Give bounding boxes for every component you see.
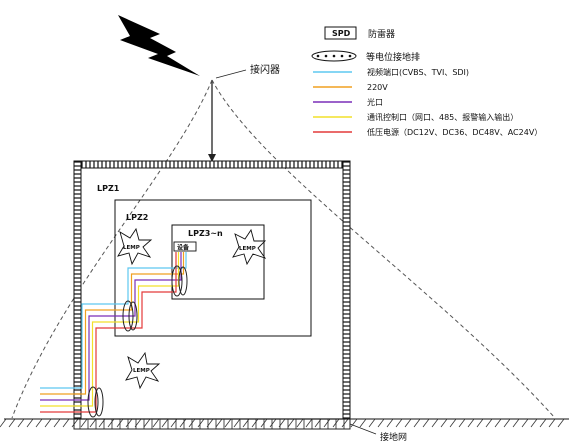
lemp-label-lpz2: LEMP [123,245,140,251]
lpz2-zone [114,199,312,337]
legend-bonding-bar-icon [311,50,357,62]
ground-hatch [0,418,565,428]
device-label: 设备 [177,244,190,252]
cable-3 [40,252,180,407]
legend-label-2: 光口 [367,97,383,107]
spd-lpz2-entry [122,300,138,332]
arrester-label: 接闪器 [250,63,280,76]
lpz3-zone [171,224,265,300]
legend-label-1: 220V [367,83,388,92]
cable-2 [40,252,182,401]
lpz2-label: LPZ2 [126,213,148,222]
legend-spd-text: 防雷器 [368,28,395,40]
lemp-star-lpz1: LEMP [125,351,161,390]
lpz3-label: LPZ3~n [188,229,223,238]
lemp-label-lpz3: LEMP [239,246,256,252]
legend-spd-box [324,26,357,40]
cable-1 [40,252,185,395]
device-box [173,241,197,252]
protection-zone-right [211,79,556,419]
cable-0 [40,252,187,389]
spd-lpz3-entry [171,265,188,297]
lemp-star-lpz3: LEMP [232,228,267,266]
building-roof [73,160,351,169]
building-wall-left [73,160,82,420]
lpz1-label: LPZ1 [97,184,120,193]
legend-label-4: 低压电源（DC12V、DC36、DC48V、AC24V） [367,127,542,137]
cable-routes [40,252,187,413]
ground-grid-label: 接地网 [380,431,407,443]
protection-zone-left [11,79,213,419]
spd-lpz1-entry [87,386,104,418]
legend: SPD 防雷器 等电位接地排 视频端口(CVBS、TVI、SDI) 220V 光口通… [311,26,542,137]
legend-bond-text: 等电位接地排 [366,51,420,63]
lemp-label-lpz1: LEMP [133,368,150,374]
legend-spd-box-text: SPD [332,29,351,38]
legend-label-0: 视频端口(CVBS、TVI、SDI) [367,67,469,77]
legend-label-3: 通讯控制口（网口、485、报警输入输出） [367,112,518,122]
lightning-bolt-icon [118,15,200,76]
building-wall-right [342,160,351,420]
lemp-star-lpz2: LEMP [117,227,153,266]
